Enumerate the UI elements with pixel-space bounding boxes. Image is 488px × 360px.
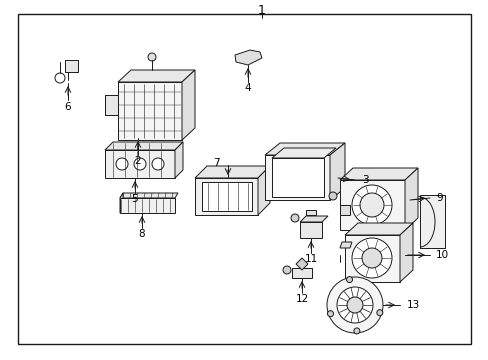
Polygon shape [105,150,175,178]
Polygon shape [195,166,269,178]
Polygon shape [264,155,329,200]
Polygon shape [195,178,258,215]
Text: 13: 13 [406,300,419,310]
Text: 6: 6 [64,102,71,112]
Polygon shape [291,268,311,278]
Polygon shape [329,143,345,200]
Polygon shape [419,195,444,248]
Polygon shape [295,258,307,270]
Polygon shape [175,142,183,178]
Text: 9: 9 [435,193,442,203]
Text: 7: 7 [212,158,219,168]
Circle shape [327,311,333,317]
Text: 10: 10 [435,250,448,260]
Text: 3: 3 [361,175,368,185]
Circle shape [152,158,163,170]
Circle shape [290,214,298,222]
Polygon shape [235,50,262,65]
Polygon shape [345,235,399,282]
Polygon shape [105,142,183,150]
Circle shape [328,192,336,200]
Polygon shape [345,223,412,235]
Polygon shape [120,193,178,198]
Polygon shape [299,222,321,238]
Polygon shape [118,70,195,82]
Text: 5: 5 [131,194,138,204]
Circle shape [148,53,156,61]
Polygon shape [305,210,315,215]
Circle shape [346,276,352,283]
Polygon shape [339,180,404,230]
Polygon shape [264,143,345,155]
Circle shape [346,297,362,313]
Polygon shape [118,82,182,140]
Text: 8: 8 [139,229,145,239]
Polygon shape [120,193,123,213]
Circle shape [376,310,382,316]
Circle shape [116,158,128,170]
Circle shape [351,185,391,225]
Circle shape [326,277,382,333]
Polygon shape [339,242,351,248]
Text: 1: 1 [258,4,265,17]
Polygon shape [202,182,251,211]
Circle shape [361,248,381,268]
Circle shape [351,238,391,278]
Polygon shape [404,168,417,230]
Polygon shape [65,60,78,72]
Polygon shape [399,223,412,282]
Polygon shape [182,70,195,140]
Circle shape [336,287,372,323]
Text: 2: 2 [134,156,141,166]
Polygon shape [271,148,335,158]
Polygon shape [339,168,417,180]
Polygon shape [105,95,118,115]
Polygon shape [120,198,175,213]
Circle shape [283,266,290,274]
Circle shape [359,193,383,217]
Polygon shape [271,158,324,197]
Text: 12: 12 [295,294,308,304]
Text: 4: 4 [244,83,251,93]
Polygon shape [339,205,349,215]
Polygon shape [258,166,269,215]
Text: 11: 11 [304,254,317,264]
Polygon shape [299,216,327,222]
Circle shape [353,328,359,334]
Circle shape [134,158,146,170]
